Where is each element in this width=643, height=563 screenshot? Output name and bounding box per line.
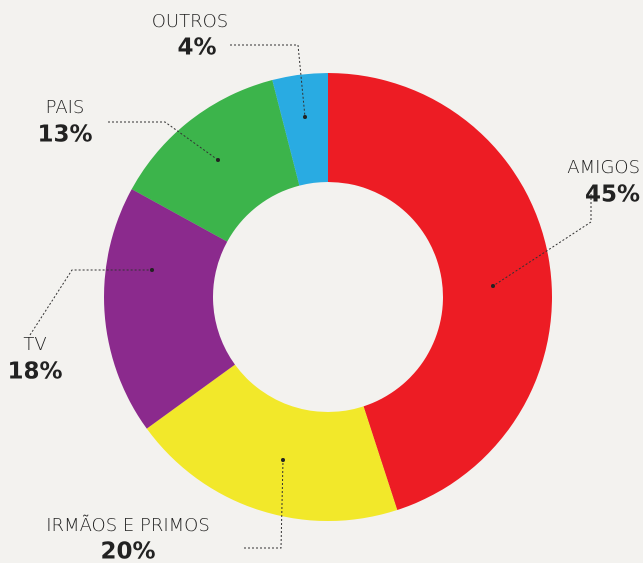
leader-dot [150, 268, 154, 272]
value-label: 4% [177, 35, 216, 61]
donut-slice [131, 80, 300, 242]
category-label: OUTROS [152, 11, 228, 32]
leader-line [244, 459, 284, 549]
value-label: 18% [7, 359, 62, 385]
leader-line [230, 44, 306, 118]
category-label: AMIGOS [567, 157, 640, 178]
leader-dot [216, 158, 220, 162]
value-label: 45% [585, 182, 640, 208]
leader-line [29, 269, 152, 336]
value-label: 13% [37, 122, 92, 148]
leader-line [108, 121, 219, 161]
leader-dot [281, 458, 285, 462]
category-label: PAIS [46, 97, 85, 118]
donut-slice [328, 73, 552, 511]
leader-dot [491, 284, 495, 288]
donut-slice [146, 364, 398, 521]
leader-line [492, 190, 592, 287]
leader-dot [303, 115, 307, 119]
category-label: TV [23, 334, 46, 355]
category-label: IRMÃOS E PRIMOS [46, 515, 210, 536]
donut-slice [272, 73, 328, 186]
donut-slice [103, 189, 235, 429]
value-label: 20% [100, 539, 155, 563]
